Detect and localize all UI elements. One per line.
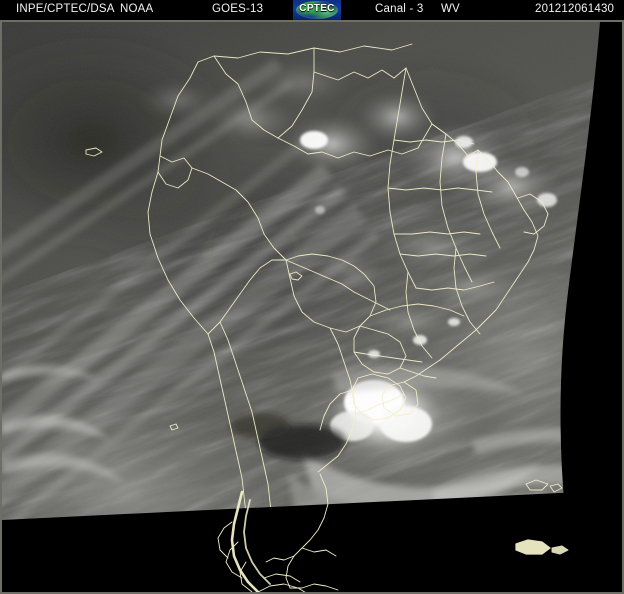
header-source-label: NOAA [120,3,154,15]
header-band-label: WV [441,3,460,15]
header-datetime-label: 201212061430 [535,3,615,15]
header-satellite-label: GOES-13 [212,3,264,15]
cptec-logo: CPTEC [293,0,341,20]
map-border-overlay [85,43,563,521]
patagonia-coastline-overlay [217,473,569,592]
header-agency-label: INPE/CPTEC/DSA [16,3,115,15]
cptec-logo-text: CPTEC [299,3,335,14]
globe-icon [296,1,338,19]
header-channel-label: Canal - 3 [375,3,424,15]
header-bar: INPE/CPTEC/DSA NOAA GOES-13 CPTEC Canal … [0,0,624,20]
satellite-image-canvas [2,22,622,592]
satellite-image-frame [0,20,624,594]
satellite-imagery [2,22,622,592]
no-data-region-bottom [2,490,622,592]
